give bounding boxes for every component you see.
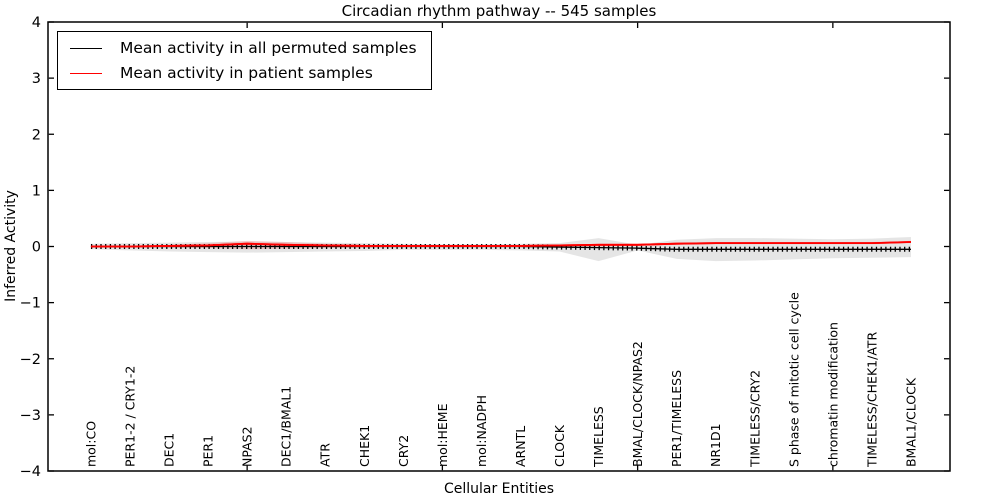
x-category-label: DEC1 xyxy=(162,433,177,467)
chart-title: Circadian rhythm pathway -- 545 samples xyxy=(341,2,657,20)
x-category-label: ATR xyxy=(318,443,333,467)
legend-label: Mean activity in patient samples xyxy=(120,64,373,82)
legend-item: Mean activity in patient samples xyxy=(70,64,417,82)
y-tick-label: 2 xyxy=(32,127,41,143)
x-category-label: NPAS2 xyxy=(240,426,255,467)
y-tick-label: 3 xyxy=(32,71,41,87)
legend-line-swatch xyxy=(70,47,102,49)
x-category-label: PER1 xyxy=(201,435,216,467)
y-tick-label: −3 xyxy=(20,408,41,424)
x-category-label: CRY2 xyxy=(396,435,411,467)
y-axis-label: Inferred Activity xyxy=(3,190,19,302)
x-category-label: DEC1/BMAL1 xyxy=(279,386,294,467)
x-category-label: mol:CO xyxy=(83,421,98,467)
y-tick-label: 4 xyxy=(32,15,41,31)
x-category-label: S phase of mitotic cell cycle xyxy=(786,292,801,467)
x-category-label: TIMELESS/CHEK1/ATR xyxy=(864,331,879,468)
x-category-label: CHEK1 xyxy=(357,425,372,467)
x-category-label: TIMELESS/CRY2 xyxy=(747,370,762,468)
y-tick-label: 1 xyxy=(32,183,41,199)
x-category-label: chromatin modification xyxy=(825,322,840,467)
x-category-label: NR1D1 xyxy=(708,423,723,467)
x-category-label: TIMELESS xyxy=(591,406,606,468)
x-category-label: BMAL1/CLOCK xyxy=(903,377,918,467)
legend-line-swatch xyxy=(70,72,102,74)
y-tick-label: 0 xyxy=(32,240,41,256)
plot-frame xyxy=(47,21,951,472)
x-category-label: mol:HEME xyxy=(435,403,450,467)
x-category-label: CLOCK xyxy=(552,424,567,467)
x-axis-label: Cellular Entities xyxy=(443,481,555,497)
y-tick-label: −4 xyxy=(20,464,41,480)
y-tick-label: −2 xyxy=(20,352,41,368)
x-category-label: PER1/TIMELESS xyxy=(669,370,684,467)
x-category-label: BMAL/CLOCK/NPAS2 xyxy=(630,341,645,467)
series-line-patient-top xyxy=(90,241,911,248)
x-category-label: mol:NADPH xyxy=(474,395,489,467)
y-tick-label: −1 xyxy=(20,296,41,312)
legend-box: Mean activity in all permuted samples Mea… xyxy=(57,31,432,90)
legend-label: Mean activity in all permuted samples xyxy=(120,39,417,57)
x-category-label: PER1-2 / CRY1-2 xyxy=(123,366,138,467)
legend-item: Mean activity in all permuted samples xyxy=(70,39,417,57)
x-category-label: ARNTL xyxy=(513,426,528,467)
